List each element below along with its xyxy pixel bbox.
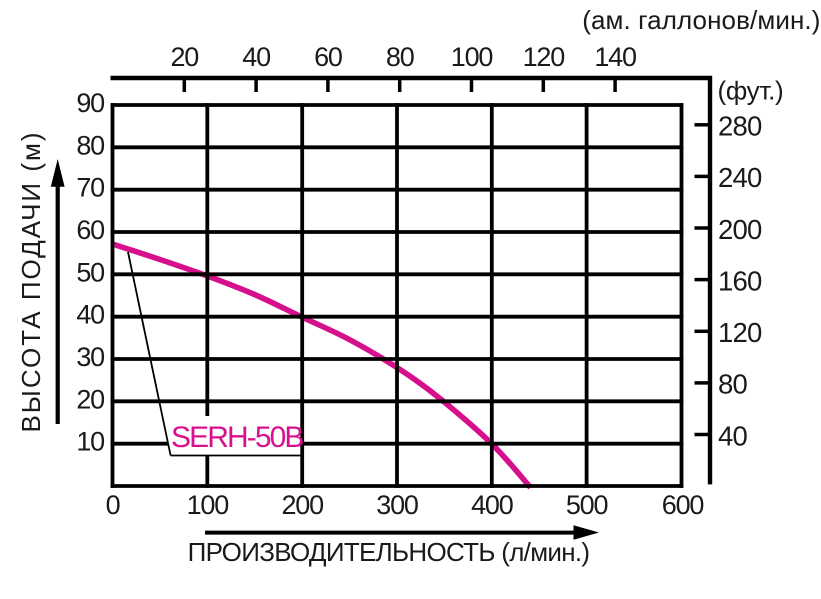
svg-text:0: 0	[106, 490, 120, 520]
svg-text:80: 80	[386, 42, 414, 72]
svg-text:600: 600	[662, 490, 704, 520]
svg-text:ВЫСОТА ПОДАЧИ (м): ВЫСОТА ПОДАЧИ (м)	[16, 130, 46, 432]
svg-text:240: 240	[718, 162, 762, 193]
svg-text:80: 80	[76, 130, 104, 160]
svg-text:100: 100	[187, 490, 229, 520]
svg-text:120: 120	[523, 42, 565, 72]
svg-text:200: 200	[718, 214, 762, 245]
svg-text:90: 90	[76, 88, 104, 118]
svg-text:40: 40	[76, 300, 104, 330]
svg-text:10: 10	[76, 427, 104, 457]
svg-text:20: 20	[170, 42, 198, 72]
svg-text:300: 300	[376, 490, 418, 520]
svg-text:50: 50	[76, 257, 104, 287]
svg-text:40: 40	[242, 42, 270, 72]
svg-text:60: 60	[76, 215, 104, 245]
svg-text:30: 30	[76, 342, 104, 372]
svg-text:20: 20	[76, 384, 104, 414]
svg-text:80: 80	[718, 369, 747, 400]
svg-text:70: 70	[76, 173, 104, 203]
svg-text:200: 200	[281, 490, 323, 520]
svg-text:(ам. галлонов/мин.): (ам. галлонов/мин.)	[582, 5, 820, 35]
svg-text:ПРОИЗВОДИТЕЛЬНОСТЬ (л/мин.): ПРОИЗВОДИТЕЛЬНОСТЬ (л/мин.)	[188, 537, 590, 567]
svg-text:120: 120	[718, 317, 762, 348]
svg-text:(фут.): (фут.)	[718, 76, 784, 106]
svg-text:500: 500	[566, 490, 608, 520]
svg-text:100: 100	[451, 42, 493, 72]
svg-text:40: 40	[718, 420, 747, 451]
svg-text:140: 140	[594, 42, 636, 72]
svg-text:160: 160	[718, 265, 762, 296]
svg-text:SERH-50B: SERH-50B	[171, 421, 303, 454]
svg-text:60: 60	[314, 42, 342, 72]
svg-text:280: 280	[718, 111, 762, 142]
svg-text:400: 400	[471, 490, 513, 520]
